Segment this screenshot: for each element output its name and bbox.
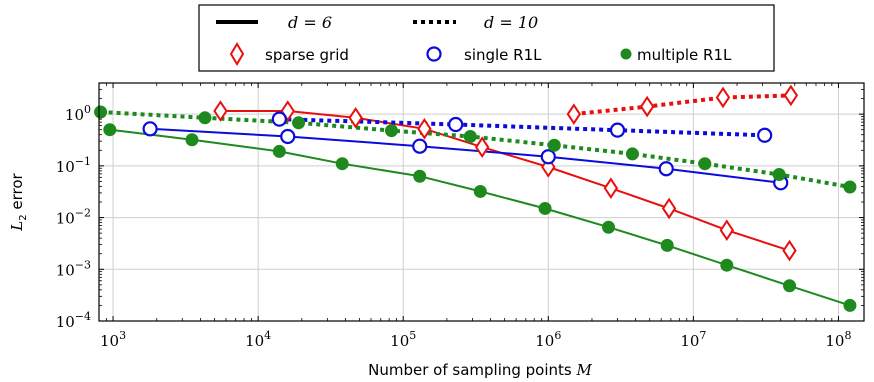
- data-point-open-circle: [540, 149, 556, 165]
- data-point-filled-circle: [272, 144, 286, 158]
- x-axis-title-var: M: [576, 361, 593, 379]
- data-point-diamond: [348, 106, 363, 129]
- data-point-filled-circle: [198, 111, 212, 125]
- data-point-diamond: [661, 197, 677, 220]
- data-point-open-circle: [658, 161, 674, 177]
- x-tick-label: 108: [825, 329, 851, 350]
- data-point-diamond: [566, 103, 582, 125]
- y-tick-label: 100: [65, 103, 91, 124]
- legend-label-sparse-grid: sparse grid: [265, 46, 349, 64]
- data-point-diamond: [474, 136, 490, 158]
- legend-label-single-r1l: single R1L: [464, 46, 542, 64]
- data-point-open-circle: [412, 138, 428, 154]
- data-point-filled-circle: [384, 124, 398, 138]
- data-point-filled-circle: [720, 258, 734, 272]
- data-point-filled-circle: [413, 169, 427, 183]
- data-point-filled-circle: [103, 123, 117, 137]
- x-tick-labels: 103 104 105 106 107 108: [100, 329, 851, 350]
- y-tick-label: 10−4: [56, 310, 91, 331]
- series-line: [109, 128, 851, 307]
- series-line: [279, 117, 765, 138]
- plot-area: 103 104 105 106 107 108 100 10−1 10−2 10−3 10−4: [56, 82, 865, 350]
- legend: d = 6 d = 10 sparse grid single R1L mult…: [198, 4, 775, 72]
- legend-marker-sparse-grid: [229, 42, 245, 66]
- y-tick-label: 10−2: [56, 207, 91, 228]
- x-tick-label: 107: [680, 329, 706, 350]
- legend-marker-single-r1l: [426, 46, 442, 62]
- data-point-filled-circle: [843, 180, 857, 194]
- data-point-diamond: [783, 84, 799, 107]
- data-point-filled-circle: [772, 168, 786, 182]
- y-tick-label: 10−3: [56, 258, 91, 279]
- data-point-filled-circle: [601, 220, 615, 234]
- data-point-filled-circle: [463, 129, 477, 143]
- y-tick-label: 10−1: [56, 155, 91, 176]
- series-line: [573, 93, 791, 117]
- data-point-open-circle: [609, 122, 626, 138]
- plot-frame: [98, 82, 865, 322]
- data-point-filled-circle: [335, 157, 349, 171]
- x-axis-title: Number of sampling points M: [368, 361, 592, 379]
- data-point-diamond: [603, 177, 619, 199]
- data-point-open-circle: [757, 127, 773, 143]
- data-point-filled-circle: [94, 105, 108, 119]
- data-point-open-circle: [271, 111, 287, 127]
- legend-label-multiple-r1l: multiple R1L: [637, 46, 732, 64]
- data-point-filled-circle: [783, 279, 797, 293]
- x-tick-label: 105: [390, 329, 416, 350]
- data-point-filled-circle: [185, 133, 199, 147]
- series-markers: [94, 84, 857, 312]
- y-axis-title-base: L: [8, 221, 26, 232]
- data-point-diamond: [417, 118, 432, 140]
- data-point-open-circle: [142, 121, 158, 137]
- data-point-diamond: [639, 95, 655, 118]
- data-point-filled-circle: [473, 184, 487, 198]
- data-point-open-circle: [280, 128, 296, 145]
- y-tick-labels: 100 10−1 10−2 10−3 10−4: [56, 103, 91, 331]
- series-line: [220, 110, 790, 252]
- data-point-filled-circle: [292, 116, 306, 130]
- x-tick-label: 104: [245, 329, 271, 350]
- data-point-filled-circle: [660, 238, 674, 252]
- legend-marker-multiple-r1l: [620, 48, 632, 60]
- data-point-filled-circle: [547, 138, 561, 152]
- legend-label-d6: d = 6: [288, 13, 332, 32]
- x-tick-label: 106: [535, 329, 561, 350]
- y-axis-title-rest: error: [8, 172, 26, 214]
- series-lines: [100, 93, 851, 307]
- data-point-diamond: [213, 100, 228, 122]
- legend-label-d10: d = 10: [484, 13, 538, 32]
- data-point-diamond: [782, 239, 797, 262]
- data-point-filled-circle: [843, 298, 857, 312]
- data-point-filled-circle: [698, 157, 712, 171]
- y-axis-title: L2 error: [8, 172, 29, 231]
- x-axis-title-text: Number of sampling points: [368, 361, 576, 379]
- data-point-filled-circle: [538, 201, 552, 215]
- legend-frame: [198, 4, 775, 72]
- data-point-open-circle: [448, 116, 464, 133]
- y-axis-title-sub: 2: [18, 214, 29, 220]
- data-point-filled-circle: [625, 147, 639, 161]
- x-tick-label: 103: [100, 329, 126, 350]
- data-point-diamond: [719, 219, 735, 241]
- data-point-diamond: [715, 86, 731, 109]
